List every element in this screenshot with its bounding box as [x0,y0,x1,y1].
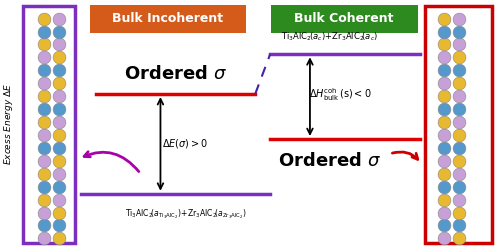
Point [456,55,464,59]
Point [440,17,448,21]
Point [55,17,63,21]
Point [40,133,48,137]
Point [440,30,448,34]
Point [456,223,464,227]
Text: Ordered $\sigma$: Ordered $\sigma$ [124,65,227,83]
Point [55,30,63,34]
Point [456,185,464,189]
Text: Bulk Incoherent: Bulk Incoherent [112,12,223,25]
Point [456,236,464,240]
Point [456,94,464,98]
Point [55,133,63,137]
Text: $\mathrm{Ti_3AlC_2}\!\left(\mathit{a}_{\mathrm{Ti_3AlC_2}}\right)\!+\!\mathrm{Zr: $\mathrm{Ti_3AlC_2}\!\left(\mathit{a}_{\… [124,208,246,221]
Point [40,120,48,124]
Point [40,146,48,150]
Point [40,55,48,59]
Text: $\mathrm{Ti_3AlC_2}\!\left(\mathit{a}_c\right)\!+\!\mathrm{Zr_3AlC_2}\!\left(\ma: $\mathrm{Ti_3AlC_2}\!\left(\mathit{a}_c\… [282,30,378,43]
Point [440,146,448,150]
Point [55,146,63,150]
Point [440,185,448,189]
Point [440,43,448,47]
Text: Ordered $\sigma$: Ordered $\sigma$ [278,152,382,170]
Point [456,146,464,150]
Point [440,81,448,85]
Point [40,81,48,85]
Point [456,17,464,21]
Point [40,172,48,176]
Point [55,198,63,202]
Point [55,223,63,227]
Point [456,68,464,72]
Point [55,81,63,85]
Point [55,55,63,59]
Point [40,159,48,163]
Point [440,133,448,137]
Point [40,107,48,111]
Point [456,172,464,176]
Point [456,159,464,163]
Point [456,198,464,202]
Text: $\Delta E(\sigma) > 0$: $\Delta E(\sigma) > 0$ [162,137,208,150]
Point [456,133,464,137]
Point [440,68,448,72]
FancyBboxPatch shape [90,5,246,33]
Point [40,210,48,214]
Point [456,81,464,85]
Text: $\Delta H_{\mathrm{bulk}}^{\mathrm{coh}}\,(\mathrm{s})<0$: $\Delta H_{\mathrm{bulk}}^{\mathrm{coh}}… [308,86,371,103]
Point [40,185,48,189]
Point [55,94,63,98]
Point [55,43,63,47]
Text: Bulk Coherent: Bulk Coherent [294,12,394,25]
Point [55,159,63,163]
Point [456,30,464,34]
Point [55,236,63,240]
Point [40,43,48,47]
Bar [424,6,492,243]
Point [440,55,448,59]
Point [440,120,448,124]
Point [440,94,448,98]
Point [55,210,63,214]
Point [440,159,448,163]
Point [440,223,448,227]
Point [55,68,63,72]
Point [40,30,48,34]
Point [40,68,48,72]
Point [440,172,448,176]
Point [456,120,464,124]
Point [440,198,448,202]
Point [40,17,48,21]
Point [440,210,448,214]
Point [40,94,48,98]
Point [440,107,448,111]
Point [55,172,63,176]
Bar [23,6,74,243]
Point [55,120,63,124]
Point [440,236,448,240]
Point [40,236,48,240]
Point [40,198,48,202]
Text: Excess Energy $\Delta E$: Excess Energy $\Delta E$ [2,83,16,165]
Point [456,43,464,47]
FancyBboxPatch shape [271,5,418,33]
Point [456,210,464,214]
Point [456,107,464,111]
Point [55,185,63,189]
Point [55,107,63,111]
Point [40,223,48,227]
